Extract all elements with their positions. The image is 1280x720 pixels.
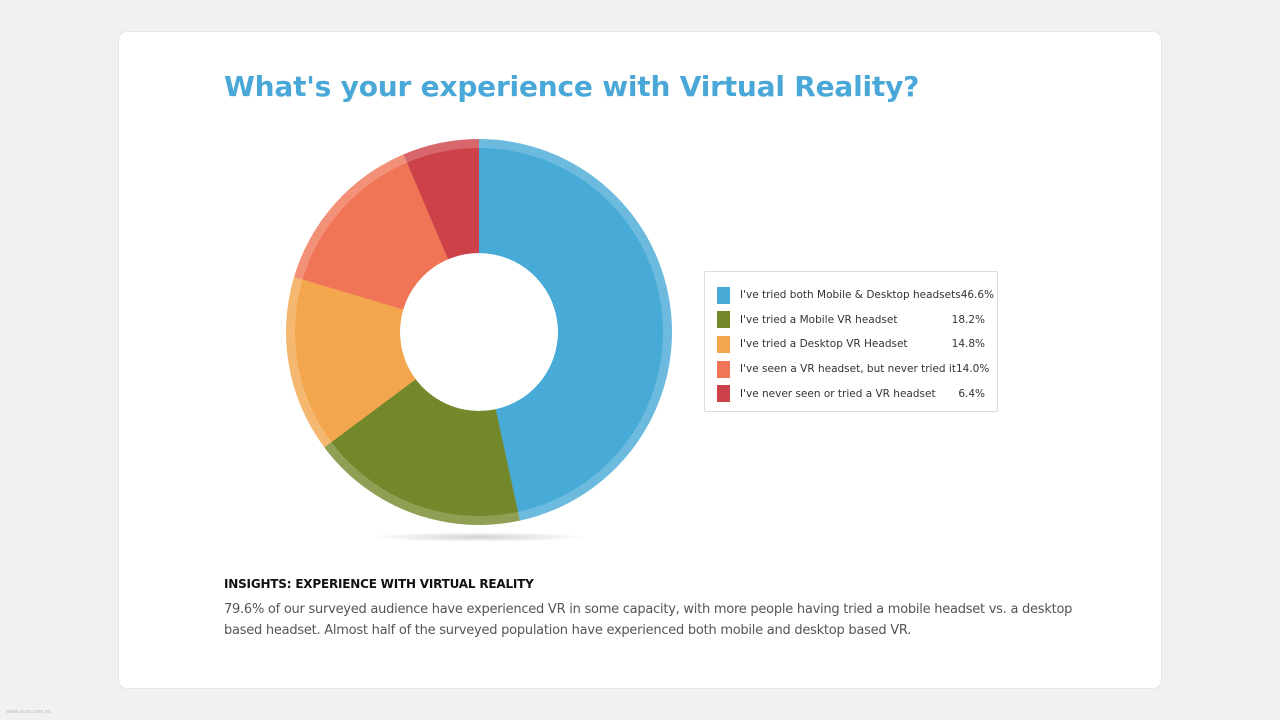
legend: I've tried both Mobile & Desktop headset… [704, 271, 998, 412]
legend-label: I've tried a Desktop VR Headset [740, 338, 908, 351]
legend-label: I've never seen or tried a VR headset [740, 387, 936, 400]
legend-swatch [717, 335, 730, 353]
donut-chart [286, 139, 672, 542]
legend-swatch [717, 311, 730, 329]
chart-shadow [371, 532, 587, 542]
legend-value: 46.6% [960, 289, 995, 302]
legend-value: 14.8% [951, 338, 985, 351]
legend-label: I've seen a VR headset, but never tried … [740, 363, 956, 376]
page-title: What's your experience with Virtual Real… [224, 70, 920, 103]
watermark: www.xxxx.com.xx [6, 709, 52, 715]
pie-slice-4[interactable] [302, 162, 449, 310]
legend-swatch [717, 360, 730, 378]
insights-heading: INSIGHTS: EXPERIENCE WITH VIRTUAL REALIT… [224, 577, 534, 591]
survey-card: What's your experience with Virtual Real… [119, 32, 1161, 688]
legend-label: I've tried both Mobile & Desktop headset… [740, 289, 961, 302]
legend-label: I've tried a Mobile VR headset [740, 313, 898, 326]
legend-item[interactable]: I've seen a VR headset, but never tried … [717, 357, 989, 382]
legend-item[interactable]: I've tried a Desktop VR Headset 14.8% [717, 332, 985, 357]
insights-body: 79.6% of our surveyed audience have expe… [224, 602, 1073, 638]
legend-value: 18.2% [951, 313, 985, 326]
legend-swatch [717, 385, 730, 403]
pie-slice-3[interactable] [295, 279, 416, 443]
legend-swatch [717, 286, 730, 304]
pie-slice-5[interactable] [406, 148, 479, 260]
pie-slice-1[interactable] [479, 148, 664, 512]
legend-value: 6.4% [958, 387, 985, 400]
slices [295, 148, 664, 516]
legend-value: 14.0% [955, 363, 990, 376]
legend-item[interactable]: I've tried a Mobile VR headset 18.2% [717, 308, 985, 333]
pie-slice-2[interactable] [331, 379, 519, 516]
legend-item[interactable]: I've never seen or tried a VR headset 6.4… [717, 381, 985, 406]
legend-item[interactable]: I've tried both Mobile & Desktop headset… [717, 283, 994, 308]
